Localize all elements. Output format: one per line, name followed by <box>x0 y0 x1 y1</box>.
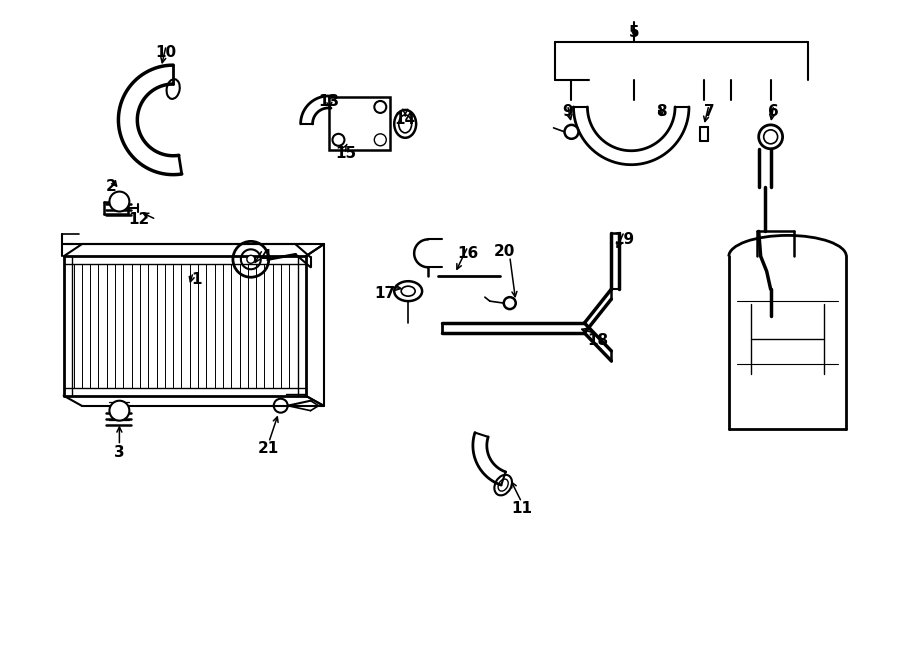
Text: 15: 15 <box>335 146 356 161</box>
Text: 2: 2 <box>106 179 117 194</box>
Text: 21: 21 <box>258 441 279 456</box>
Text: 20: 20 <box>494 244 516 259</box>
Text: 3: 3 <box>114 445 125 460</box>
Text: 18: 18 <box>587 333 608 348</box>
Text: 16: 16 <box>457 246 479 261</box>
Text: 10: 10 <box>156 45 176 59</box>
Text: 11: 11 <box>511 501 532 516</box>
Text: 17: 17 <box>374 286 396 301</box>
Text: 13: 13 <box>318 95 339 110</box>
Circle shape <box>247 255 255 263</box>
Text: 12: 12 <box>129 212 150 227</box>
Text: 5: 5 <box>629 24 640 40</box>
Text: 19: 19 <box>614 232 634 247</box>
Text: 1: 1 <box>191 272 202 287</box>
Circle shape <box>110 401 130 420</box>
Text: 14: 14 <box>394 112 416 128</box>
Circle shape <box>110 192 130 212</box>
Text: 7: 7 <box>704 104 715 120</box>
Text: 9: 9 <box>562 104 572 120</box>
Text: 6: 6 <box>769 104 779 120</box>
Circle shape <box>564 125 579 139</box>
Text: 8: 8 <box>656 104 666 120</box>
Text: 4: 4 <box>260 249 271 264</box>
